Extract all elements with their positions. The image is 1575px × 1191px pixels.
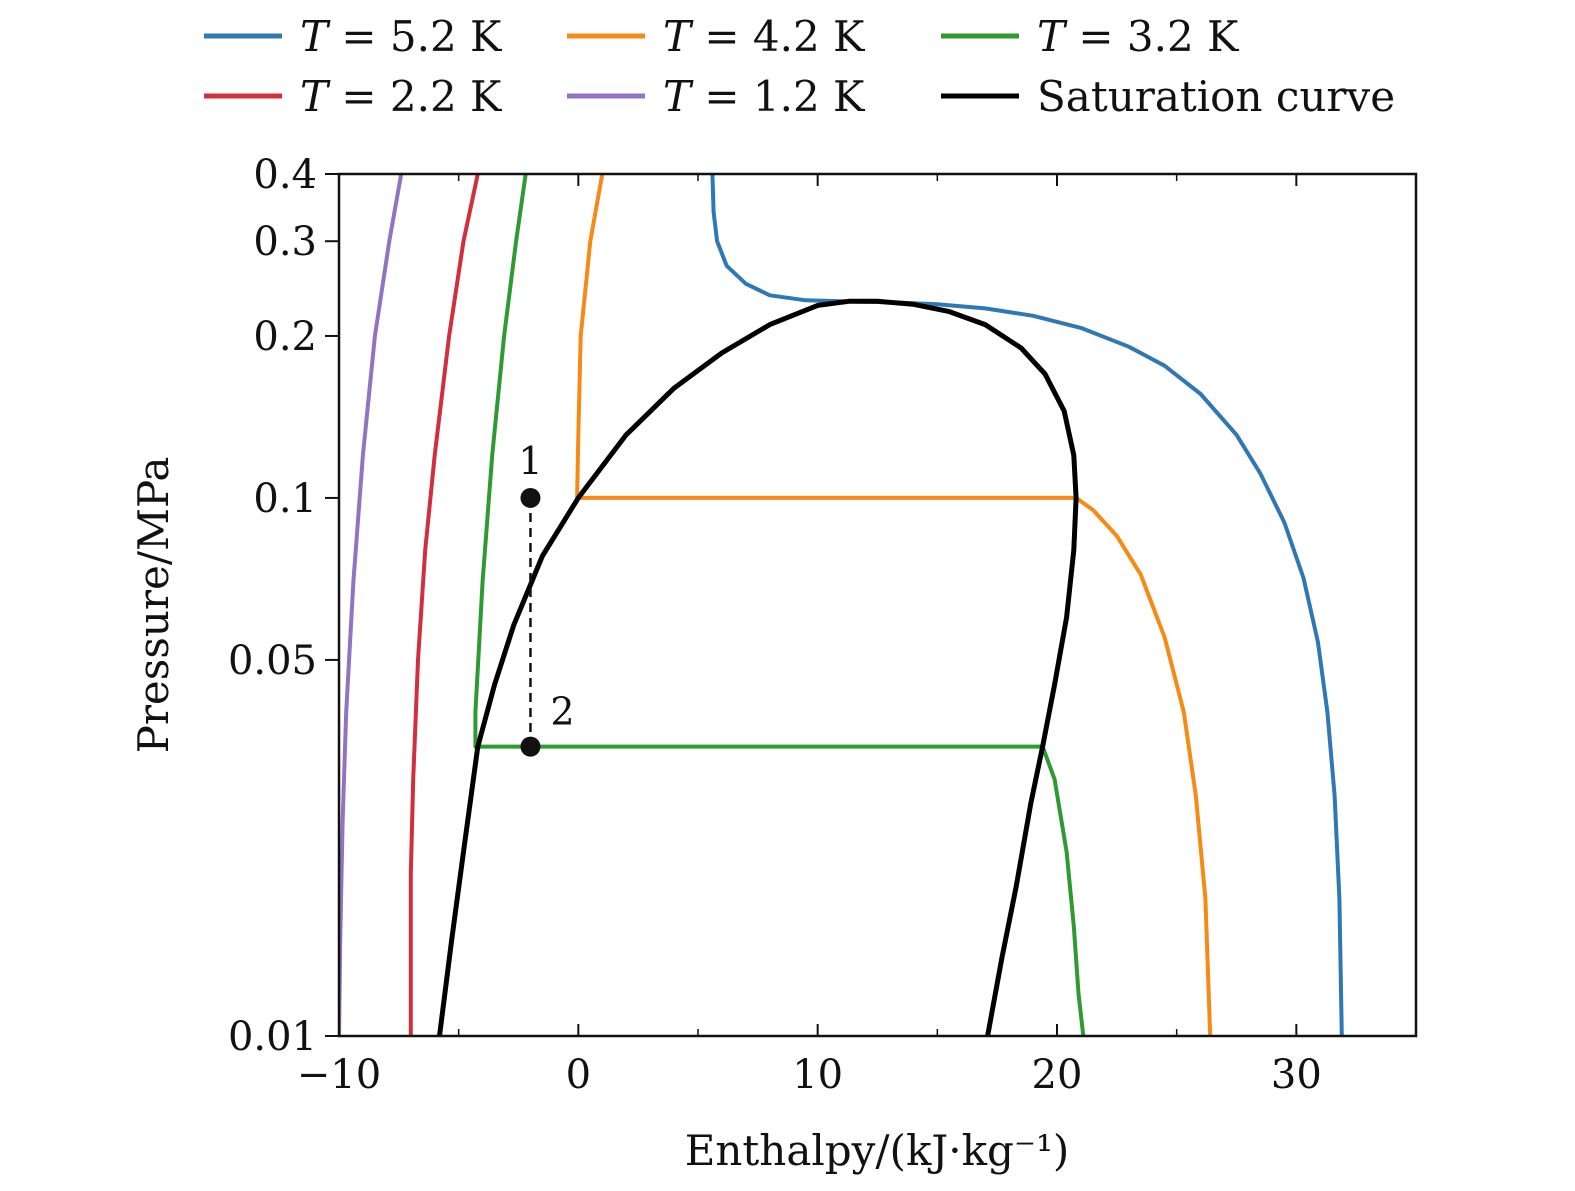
state-point-2 [520,736,541,757]
legend-label-2: T = 3.2 K [1037,12,1240,61]
plot-frame [337,172,1418,1038]
plot-area: 12 −10 0 10 20 30 0.010.050.10.20.30.4 [228,152,1418,1098]
series-line-1 [575,174,1213,1036]
y-tick-label: 0.01 [228,1014,317,1060]
state-point-label-2: 2 [550,690,574,734]
legend-label-3: T = 2.2 K [300,72,503,121]
y-tick-label: 0.2 [253,314,317,360]
x-tick-label: 0 [566,1052,591,1098]
legend-label-1: T = 4.2 K [663,12,866,61]
y-tick-label: 0.4 [253,152,317,198]
x-axis-title: Enthalpy/(kJ·kg⁻¹) [685,1126,1070,1175]
x-tick-label: 30 [1271,1052,1322,1098]
series-line-5 [437,298,1079,1036]
legend-label-5: Saturation curve [1037,72,1395,121]
series-layer [339,174,1344,1036]
y-tick-label: 0.05 [228,638,317,684]
series-line-3 [408,174,480,1036]
legend-label-4: T = 1.2 K [663,72,866,121]
y-tick-label: 0.3 [253,219,317,265]
x-tick-label: 10 [792,1052,843,1098]
x-tick-label: −10 [297,1052,381,1098]
x-axis: −10 0 10 20 30 [297,174,1322,1098]
points-layer: 12 [518,439,575,757]
state-point-1 [520,487,541,508]
legend: T = 5.2 K T = 4.2 K T = 3.2 K T = 2.2 K T = … [204,12,1395,121]
legend-label-0: T = 5.2 K [300,12,503,61]
x-tick-label: 20 [1032,1052,1083,1098]
state-point-label-1: 1 [518,439,542,483]
series-line-0 [710,174,1344,1036]
y-axis: 0.01 0.05 0.1 0.2 0.3 0.4 [228,152,339,1060]
y-axis-title: Pressure/MPa [129,457,178,754]
y-tick-label: 0.1 [253,476,317,522]
series-line-4 [339,174,404,1036]
